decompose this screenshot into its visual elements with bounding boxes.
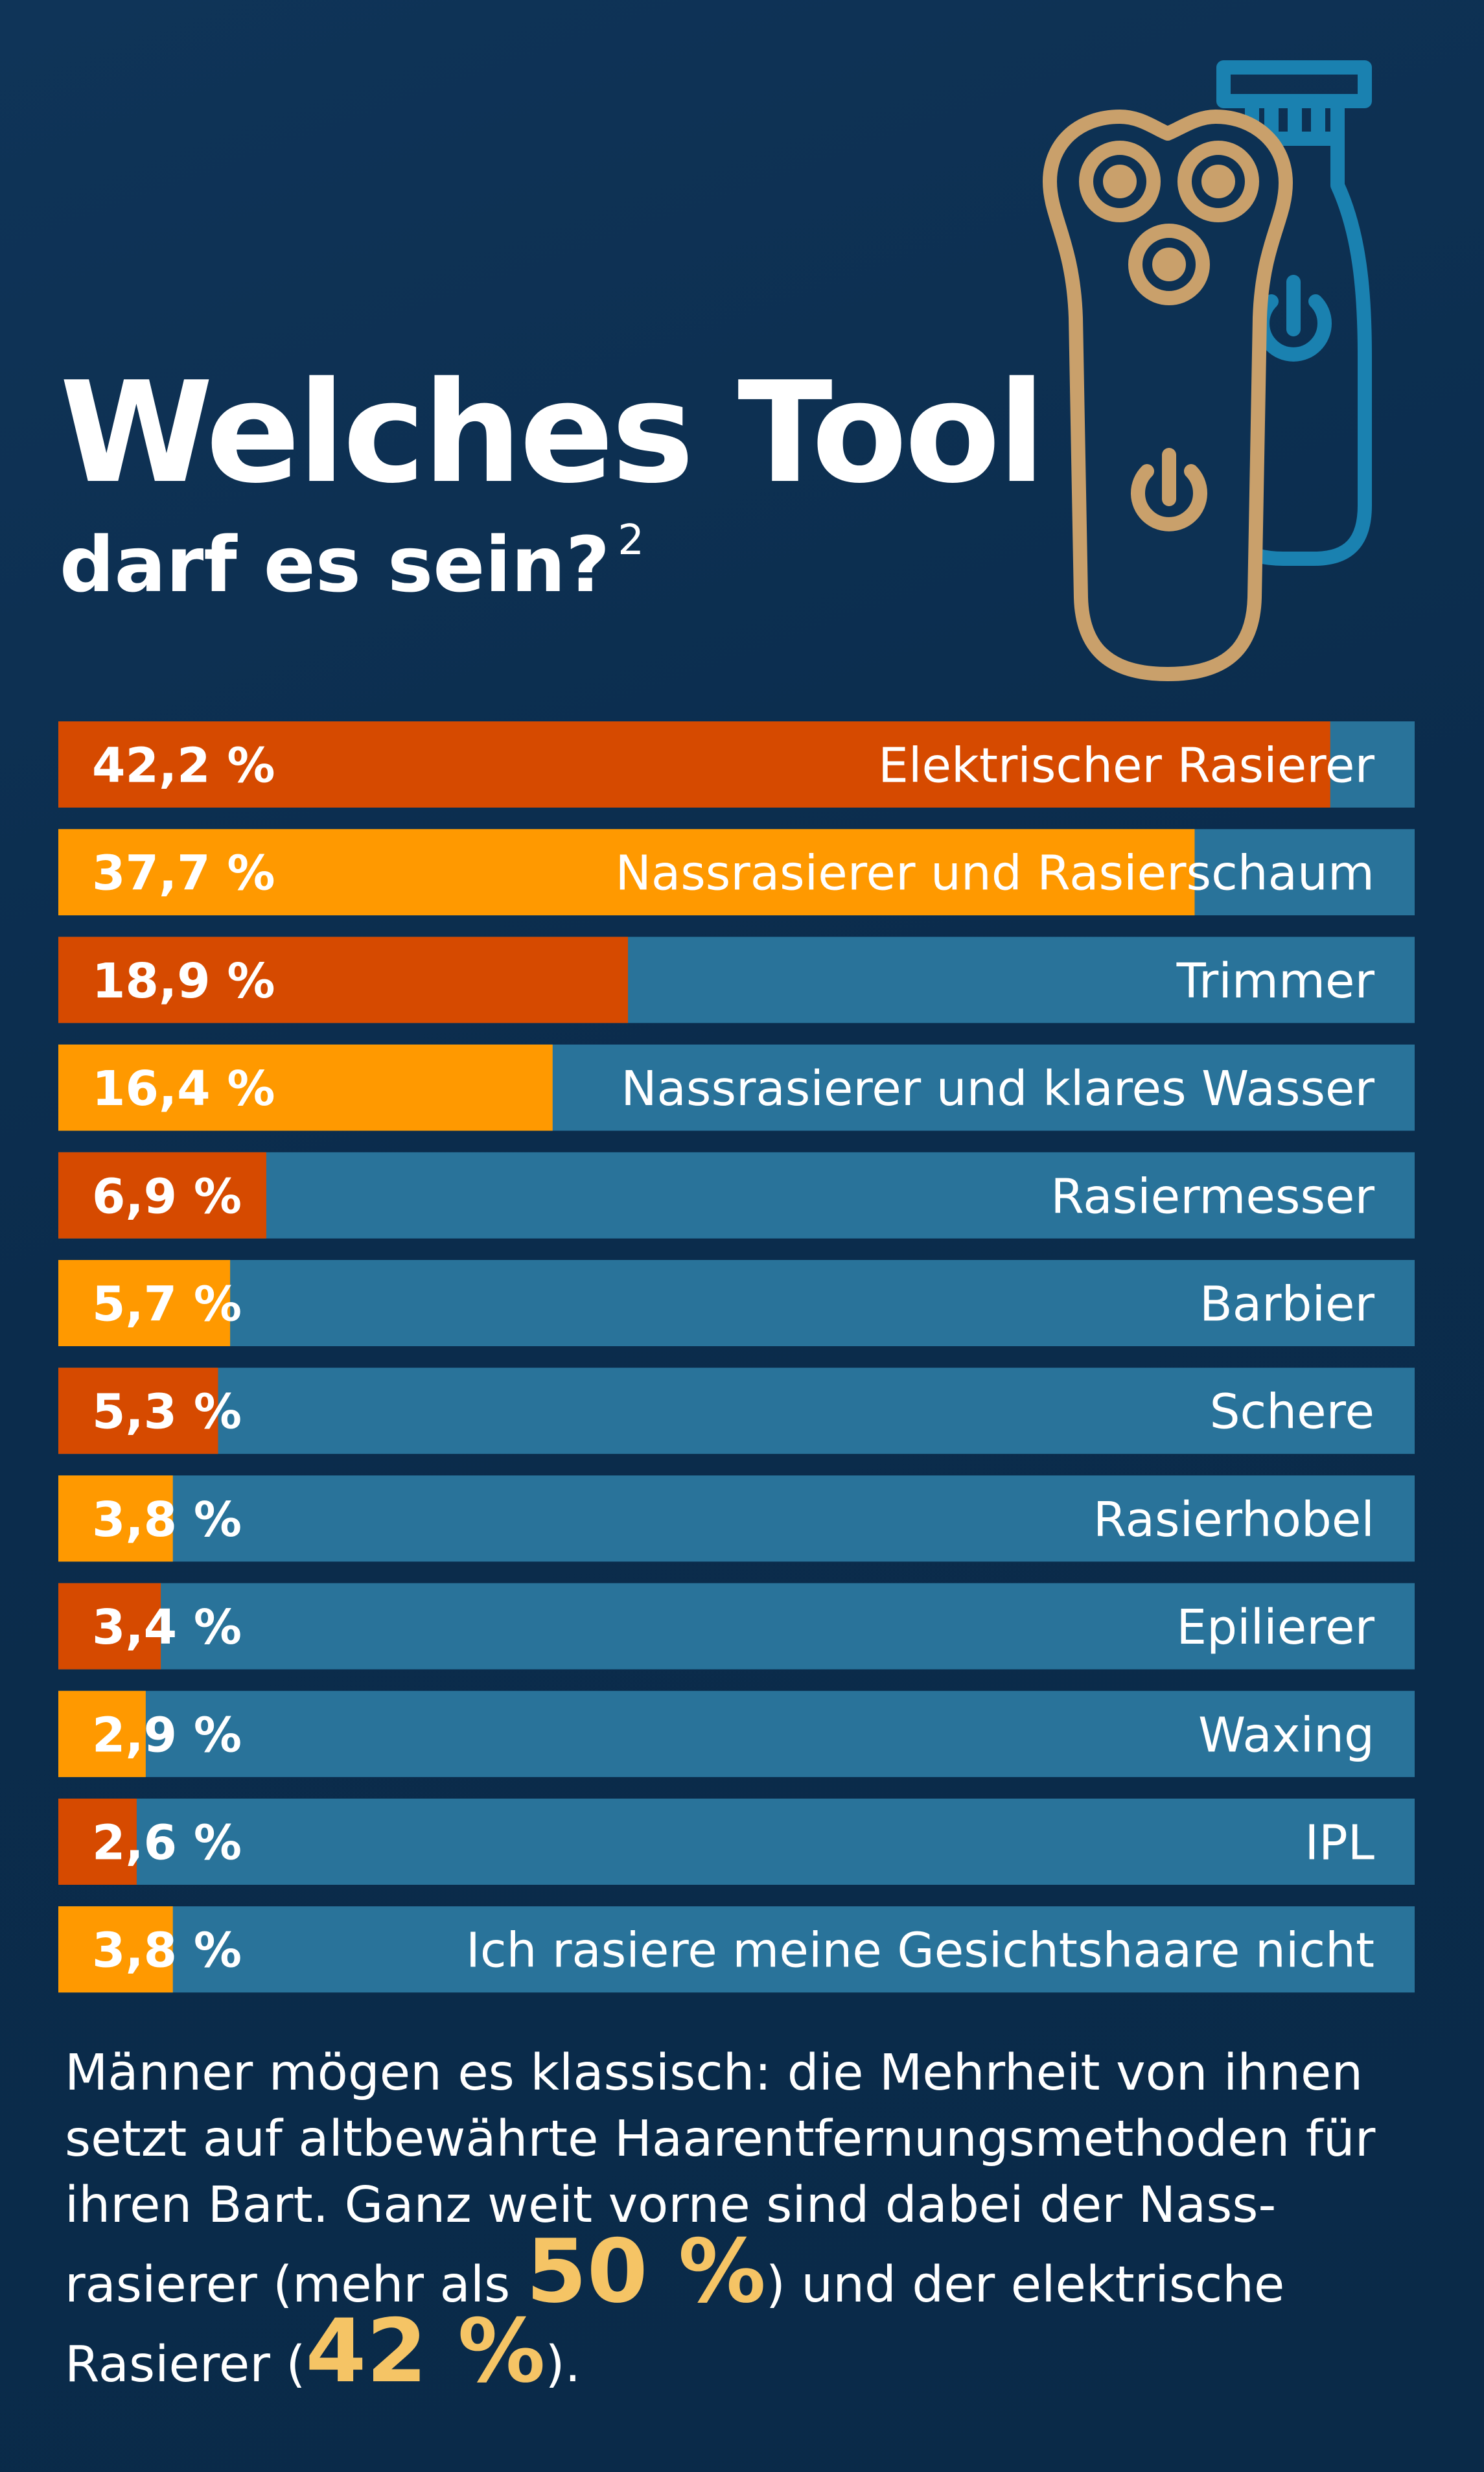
bar bbox=[58, 1906, 173, 1993]
shaver-trimmer-illustration bbox=[1043, 60, 1372, 681]
bar-track bbox=[58, 1799, 1415, 1885]
bar-row: 5,7 % Barbier bbox=[58, 1260, 1415, 1346]
value-label: 18,9 % bbox=[92, 953, 275, 1009]
category-label: Nassrasierer und Rasierschaum bbox=[616, 846, 1374, 902]
bar bbox=[58, 1368, 218, 1454]
bar bbox=[58, 1260, 231, 1346]
value-label: 37,7 % bbox=[92, 846, 275, 902]
summary-text-3: ). bbox=[545, 2336, 581, 2394]
bar bbox=[58, 937, 629, 1023]
bar-track bbox=[58, 1475, 1415, 1562]
category-label: Rasiermesser bbox=[1050, 1169, 1374, 1224]
summary-paragraph: Männer mögen es klassisch: die Mehrheit … bbox=[65, 2040, 1426, 2398]
category-label: Rasierhobel bbox=[1093, 1492, 1374, 1548]
category-label: Epilierer bbox=[1176, 1600, 1374, 1655]
value-label: 16,4 % bbox=[92, 1061, 275, 1117]
bar bbox=[58, 1044, 553, 1131]
category-label: Barbier bbox=[1200, 1277, 1375, 1333]
page-subtitle: darf es sein? 2 bbox=[60, 520, 644, 603]
subtitle-text: darf es sein? bbox=[60, 520, 610, 609]
bar bbox=[58, 1799, 137, 1885]
value-label: 42,2 % bbox=[92, 738, 275, 794]
value-label: 2,6 % bbox=[92, 1815, 242, 1871]
value-label: 3,4 % bbox=[92, 1600, 242, 1655]
bar-track bbox=[58, 1906, 1415, 1993]
bar-row: 2,9 % Waxing bbox=[58, 1690, 1415, 1777]
summary-text-1: Männer mögen es klassisch: die Mehrheit … bbox=[65, 2044, 1376, 2314]
value-label: 3,8 % bbox=[92, 1923, 242, 1979]
bar-row: 2,6 % IPL bbox=[58, 1799, 1415, 1885]
bar-row: 3,8 % Rasierhobel bbox=[58, 1475, 1415, 1562]
value-label: 3,8 % bbox=[92, 1492, 242, 1548]
electric-shaver-icon bbox=[1043, 110, 1293, 681]
page-title: Welches Tool bbox=[60, 351, 1045, 514]
bar-row: 6,9 % Rasiermesser bbox=[58, 1152, 1415, 1239]
bar-track bbox=[58, 1260, 1415, 1346]
bar bbox=[58, 1475, 173, 1562]
bar-track bbox=[58, 1690, 1415, 1777]
bar bbox=[58, 721, 1330, 808]
value-label: 2,9 % bbox=[92, 1707, 242, 1763]
bar bbox=[58, 1583, 161, 1670]
bar bbox=[58, 1690, 146, 1777]
bar bbox=[58, 829, 1195, 916]
value-label: 5,7 % bbox=[92, 1277, 242, 1333]
power-icon bbox=[1255, 275, 1332, 362]
bar-row: 42,2 % Elektrischer Rasierer bbox=[58, 721, 1415, 808]
summary-text-2: ) und der elektrische Rasierer ( bbox=[65, 2256, 1285, 2394]
value-label: 6,9 % bbox=[92, 1169, 242, 1224]
value-label: 5,3 % bbox=[92, 1384, 242, 1440]
bar-row: 18,9 % Trimmer bbox=[58, 937, 1415, 1023]
bar-track bbox=[58, 1368, 1415, 1454]
summary-highlight-electric: 42 % bbox=[305, 2300, 546, 2402]
footnote-marker: 2 bbox=[618, 517, 644, 565]
category-label: Ich rasiere meine Gesichtshaare nicht bbox=[466, 1923, 1374, 1979]
bar-row: 37,7 % Nassrasierer und Rasierschaum bbox=[58, 829, 1415, 916]
bar-row: 5,3 % Schere bbox=[58, 1368, 1415, 1454]
category-label: Elektrischer Rasierer bbox=[878, 738, 1374, 794]
summary-highlight-wet-shaver: 50 % bbox=[526, 2221, 766, 2322]
category-label: IPL bbox=[1304, 1815, 1374, 1871]
bar-row: 3,8 % Ich rasiere meine Gesichtshaare nic… bbox=[58, 1906, 1415, 1993]
category-label: Schere bbox=[1210, 1384, 1374, 1440]
category-label: Trimmer bbox=[1176, 953, 1375, 1009]
category-label: Waxing bbox=[1198, 1707, 1374, 1763]
bar-row: 16,4 % Nassrasierer und klares Wasser bbox=[58, 1044, 1415, 1131]
bar-track bbox=[58, 1152, 1415, 1239]
bar-row: 3,4 % Epilierer bbox=[58, 1583, 1415, 1670]
bar-track bbox=[58, 1583, 1415, 1670]
bar-chart: 42,2 % Elektrischer Rasierer 37,7 % Nassras… bbox=[58, 721, 1415, 1993]
category-label: Nassrasierer und klares Wasser bbox=[621, 1061, 1374, 1117]
bar bbox=[58, 1152, 266, 1239]
